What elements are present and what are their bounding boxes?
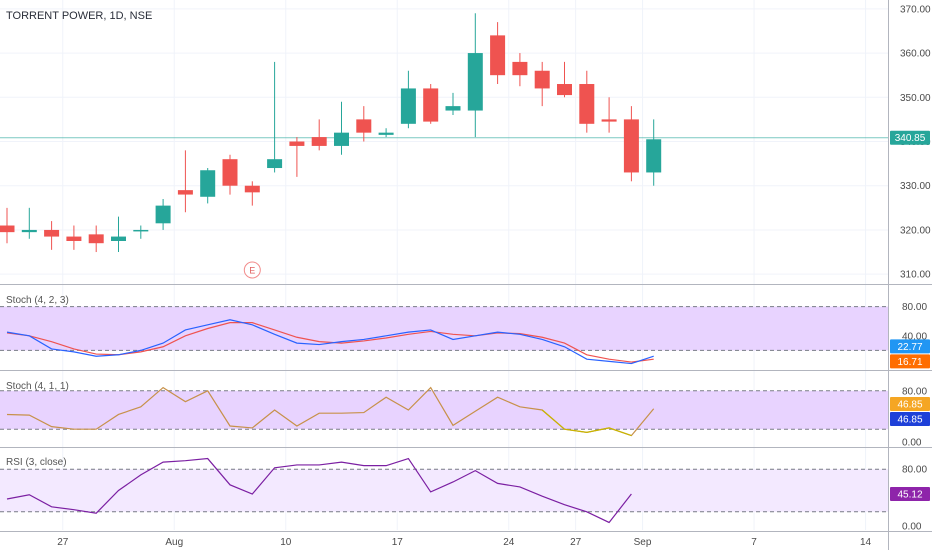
candle-body bbox=[311, 137, 327, 146]
stoch1-d-tag-bg bbox=[890, 354, 930, 369]
stoch1-band bbox=[0, 306, 888, 351]
chart-title: TORRENT POWER, 1D, NSE bbox=[6, 10, 152, 22]
time-tick-label: 24 bbox=[503, 537, 515, 548]
time-tick-label: 10 bbox=[280, 537, 292, 548]
time-tick-label: 17 bbox=[392, 537, 404, 548]
candle-body bbox=[534, 70, 550, 89]
rsi-band bbox=[0, 469, 888, 512]
candle-body bbox=[378, 132, 394, 135]
stoch2-tag-a: 46.85 bbox=[897, 400, 922, 411]
candle-body bbox=[267, 159, 283, 169]
stoch2-low-segment bbox=[541, 409, 632, 437]
rsi-tag: 45.12 bbox=[897, 489, 922, 500]
price-tick-label: 330.00 bbox=[900, 181, 931, 192]
candle-body bbox=[111, 236, 126, 241]
rsi-line bbox=[6, 457, 632, 524]
stoch2-tag-b: 46.85 bbox=[897, 415, 922, 426]
candle-body bbox=[579, 84, 595, 124]
candle-body bbox=[44, 229, 60, 237]
candle-body bbox=[66, 236, 82, 241]
time-tick-label: 14 bbox=[860, 537, 872, 548]
rsi-tick-label: 0.00 bbox=[902, 522, 922, 533]
earnings-event-marker bbox=[243, 261, 261, 279]
candle-body bbox=[0, 225, 15, 233]
stoch2-tag-b-bg bbox=[890, 412, 930, 427]
stoch1-k-tag-bg bbox=[890, 339, 930, 354]
candle-body bbox=[88, 234, 104, 244]
candle-body bbox=[334, 132, 349, 146]
stoch2-tag-a-bg bbox=[890, 397, 930, 412]
candle-body bbox=[400, 88, 416, 124]
candle-body bbox=[21, 229, 37, 233]
stoch1-label: Stoch (4, 2, 3) bbox=[6, 295, 69, 306]
earnings-event-label: E bbox=[249, 266, 255, 276]
stoch1-k-line bbox=[6, 319, 654, 365]
rsi-tag-bg bbox=[890, 486, 930, 501]
candlestick-series: E bbox=[0, 13, 662, 279]
candle-body bbox=[490, 35, 506, 76]
candle-body bbox=[646, 139, 662, 173]
time-tick-label: 27 bbox=[570, 537, 582, 548]
stoch1-tick-label: 40.00 bbox=[902, 331, 927, 342]
last-price-tag-bg bbox=[890, 130, 930, 145]
time-tick-label: Aug bbox=[165, 537, 183, 548]
candle-body bbox=[244, 185, 260, 193]
candle-body bbox=[155, 205, 171, 224]
grid bbox=[0, 0, 888, 530]
stoch2-tick-label: 0.00 bbox=[902, 438, 922, 449]
time-tick-label: 7 bbox=[751, 537, 757, 548]
candle-body bbox=[623, 119, 639, 173]
rsi-tick-label: 80.00 bbox=[902, 465, 927, 476]
last-price-tag: 340.85 bbox=[895, 133, 926, 144]
candle-body bbox=[177, 190, 193, 195]
stoch2-label: Stoch (4, 1, 1) bbox=[6, 381, 69, 392]
price-tick-label: 310.00 bbox=[900, 270, 931, 281]
candle-body bbox=[557, 84, 572, 96]
price-tick-label: 320.00 bbox=[900, 225, 931, 236]
time-tick-label: Sep bbox=[634, 537, 652, 548]
candle-body bbox=[133, 229, 149, 232]
price-tick-label: 360.00 bbox=[900, 49, 931, 60]
candle-body bbox=[601, 119, 617, 122]
candle-body bbox=[467, 53, 483, 111]
candle-body bbox=[356, 119, 372, 133]
time-tick-label: 27 bbox=[57, 537, 69, 548]
price-tags: 340.85 22.77 16.71 46.85 46.85 45.12 bbox=[890, 130, 930, 501]
stoch2-tick-label: 80.00 bbox=[902, 386, 927, 397]
stoch1-k-tag: 22.77 bbox=[897, 342, 922, 353]
stoch1-d-tag: 16.71 bbox=[897, 357, 922, 368]
rsi-label: RSI (3, close) bbox=[6, 457, 67, 468]
candle-body bbox=[423, 88, 439, 122]
price-tick-label: 370.00 bbox=[900, 4, 931, 15]
candle-body bbox=[222, 159, 238, 186]
stoch1-tick-label: 80.00 bbox=[902, 302, 927, 313]
candle-body bbox=[512, 61, 528, 76]
candle-body bbox=[200, 170, 216, 197]
candle-body bbox=[445, 106, 461, 111]
price-tick-label: 350.00 bbox=[900, 93, 931, 104]
candle-body bbox=[289, 141, 305, 146]
indicator-series bbox=[6, 319, 655, 524]
